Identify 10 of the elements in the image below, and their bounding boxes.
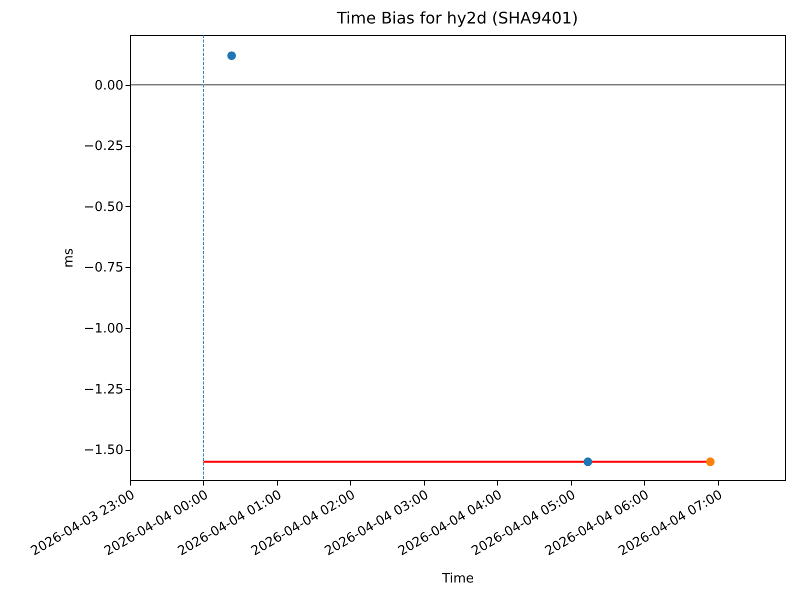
y-tick-label: 0.00 xyxy=(94,78,124,94)
y-tick-label: −0.25 xyxy=(84,139,124,154)
y-axis-title: ms xyxy=(62,248,77,268)
x-axis-title: Time xyxy=(441,571,474,586)
y-tick-label: −1.25 xyxy=(84,382,124,398)
y-tick-label: −1.00 xyxy=(84,322,124,337)
chart-title: Time Bias for hy2d (SHA9401) xyxy=(336,8,578,28)
y-tick-label: −0.75 xyxy=(84,260,124,276)
y-tick-label: −0.50 xyxy=(84,200,124,215)
y-tick-label: −1.50 xyxy=(84,443,124,458)
